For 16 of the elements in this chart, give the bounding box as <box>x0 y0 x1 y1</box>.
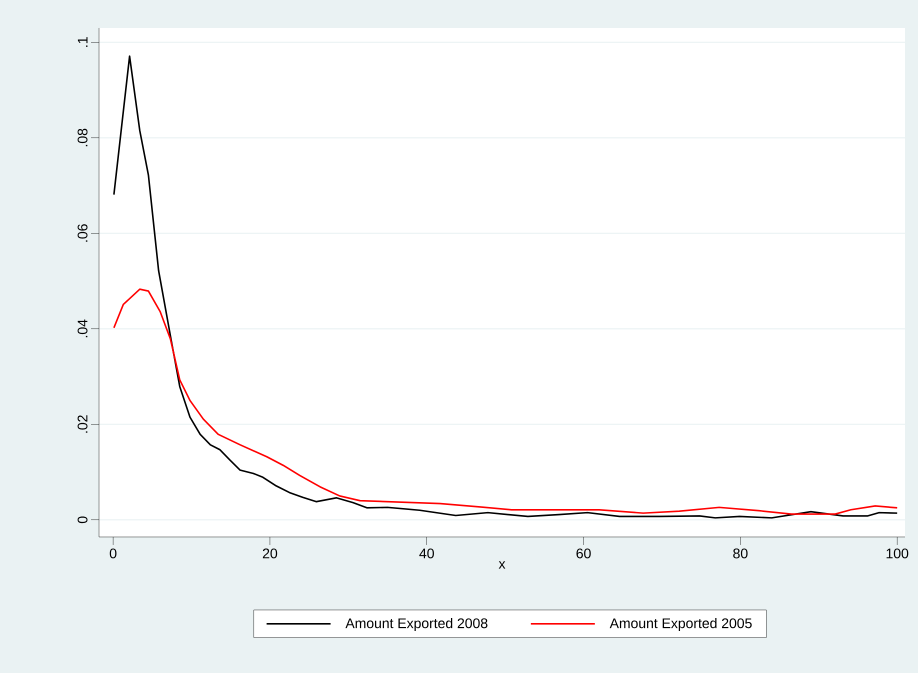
x-tick-label: 40 <box>419 548 434 558</box>
x-tick-label: 60 <box>576 548 591 558</box>
y-tick-label: .1 <box>78 37 88 47</box>
y-tick-label: .02 <box>78 415 88 433</box>
y-tick-label: .08 <box>78 128 88 146</box>
y-tick-label: .06 <box>78 224 88 242</box>
line-series <box>113 55 898 519</box>
x-tick-label: 80 <box>733 548 748 558</box>
legend-label: Amount Exported 2005 <box>610 618 752 631</box>
x-axis-title: x <box>498 561 506 569</box>
y-tick-label: 0 <box>78 516 88 524</box>
y-tick-label: .04 <box>78 320 88 338</box>
x-tick-label: 20 <box>262 548 278 558</box>
x-tick-label: 0 <box>110 548 116 558</box>
x-tick-label: 100 <box>886 548 908 558</box>
legend-label: Amount Exported 2008 <box>345 618 488 631</box>
